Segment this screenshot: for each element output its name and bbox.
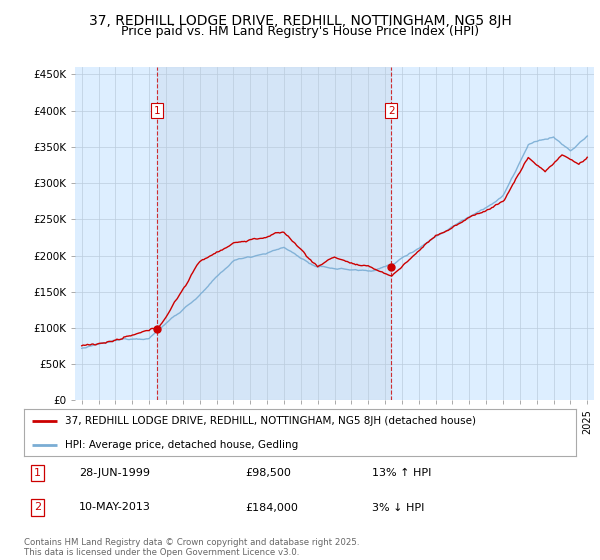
Text: 3% ↓ HPI: 3% ↓ HPI (372, 502, 424, 512)
Text: Price paid vs. HM Land Registry's House Price Index (HPI): Price paid vs. HM Land Registry's House … (121, 25, 479, 38)
Text: 2: 2 (388, 106, 394, 116)
Text: 37, REDHILL LODGE DRIVE, REDHILL, NOTTINGHAM, NG5 8JH: 37, REDHILL LODGE DRIVE, REDHILL, NOTTIN… (89, 14, 511, 28)
Text: 2: 2 (34, 502, 41, 512)
Text: 1: 1 (154, 106, 161, 116)
Text: 13% ↑ HPI: 13% ↑ HPI (372, 468, 431, 478)
Text: HPI: Average price, detached house, Gedling: HPI: Average price, detached house, Gedl… (65, 440, 299, 450)
Text: Contains HM Land Registry data © Crown copyright and database right 2025.
This d: Contains HM Land Registry data © Crown c… (24, 538, 359, 557)
Text: £184,000: £184,000 (245, 502, 298, 512)
Text: 28-JUN-1999: 28-JUN-1999 (79, 468, 150, 478)
Bar (157, 67, 391, 400)
Text: 10-MAY-2013: 10-MAY-2013 (79, 502, 151, 512)
Text: 1: 1 (34, 468, 41, 478)
Text: £98,500: £98,500 (245, 468, 290, 478)
Text: 37, REDHILL LODGE DRIVE, REDHILL, NOTTINGHAM, NG5 8JH (detached house): 37, REDHILL LODGE DRIVE, REDHILL, NOTTIN… (65, 416, 476, 426)
